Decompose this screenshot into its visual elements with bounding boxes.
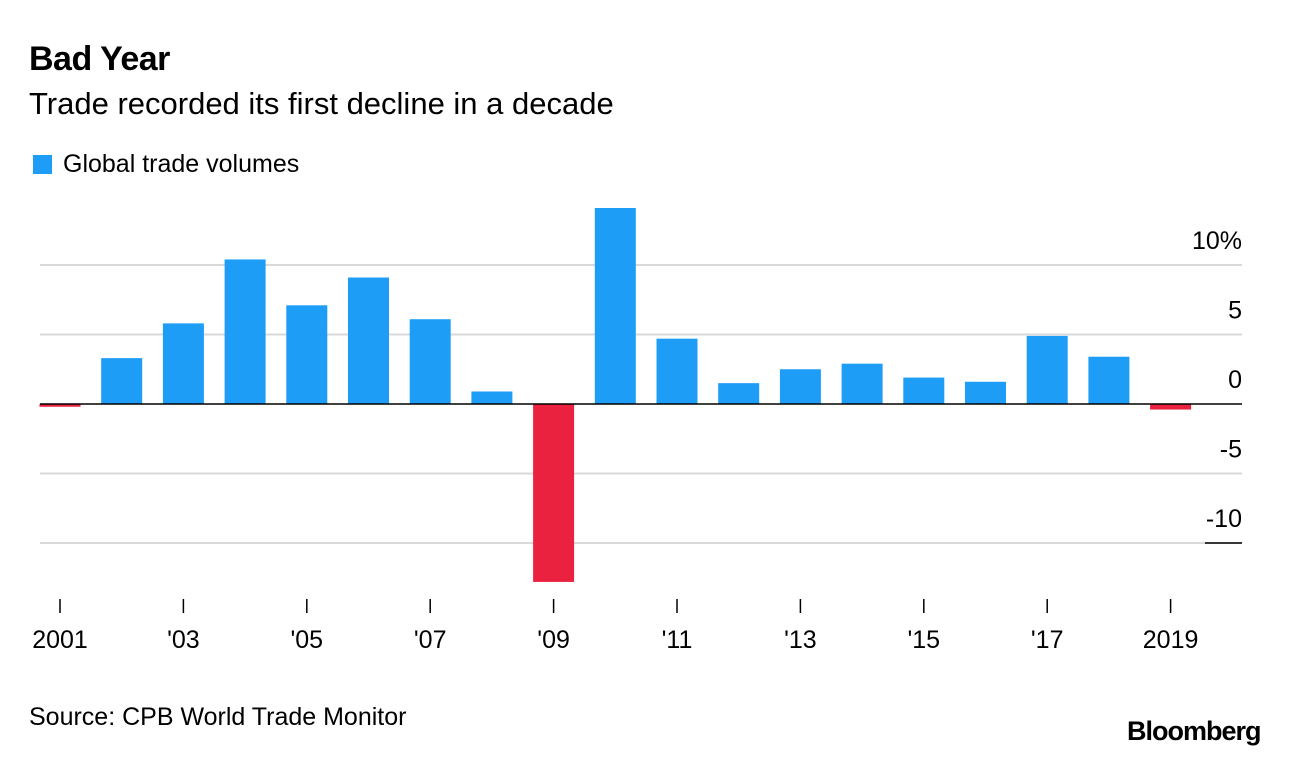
bar: [471, 391, 513, 404]
bar: [409, 319, 451, 404]
y-tick-label: -10: [1206, 505, 1242, 533]
bar: [101, 358, 143, 404]
bloomberg-logo: Bloomberg: [1127, 716, 1262, 746]
x-tick-label: '13: [784, 626, 817, 654]
bar: [162, 323, 204, 404]
bar: [1150, 404, 1192, 410]
y-tick-label: -5: [1220, 436, 1242, 464]
bar: [594, 208, 636, 404]
x-tick-label: '09: [537, 626, 570, 654]
legend-swatch: [33, 155, 52, 174]
chart-subtitle: Trade recorded its first decline in a de…: [29, 86, 614, 121]
bar: [1088, 356, 1130, 404]
x-tick-label: '17: [1031, 626, 1064, 654]
legend-label: Global trade volumes: [63, 150, 300, 178]
bar: [903, 377, 945, 404]
bar: [224, 259, 266, 404]
x-tick-label: '05: [291, 626, 324, 654]
source-note: Source: CPB World Trade Monitor: [29, 703, 407, 731]
x-tick-label: 2019: [1143, 626, 1199, 654]
legend: Global trade volumes: [33, 150, 299, 179]
bar: [718, 383, 760, 404]
bar: [1026, 335, 1068, 404]
bar: [841, 363, 883, 404]
y-tick-label: 0: [1228, 366, 1242, 394]
y-tick-label: 10%: [1192, 227, 1242, 255]
x-tick-label: '03: [167, 626, 200, 654]
x-tick-label: 2001: [32, 626, 88, 654]
x-tick-label: '11: [662, 626, 693, 654]
chart-title: Bad Year: [29, 40, 170, 78]
bar: [965, 381, 1006, 404]
bar: [533, 404, 575, 582]
bar: [656, 338, 698, 404]
x-tick-label: '07: [414, 626, 447, 654]
bar: [348, 277, 389, 404]
x-tick-label: '15: [908, 626, 941, 654]
bar: [779, 369, 821, 404]
bar: [286, 305, 328, 404]
y-tick-label: 5: [1228, 297, 1242, 325]
bar: [39, 404, 81, 407]
